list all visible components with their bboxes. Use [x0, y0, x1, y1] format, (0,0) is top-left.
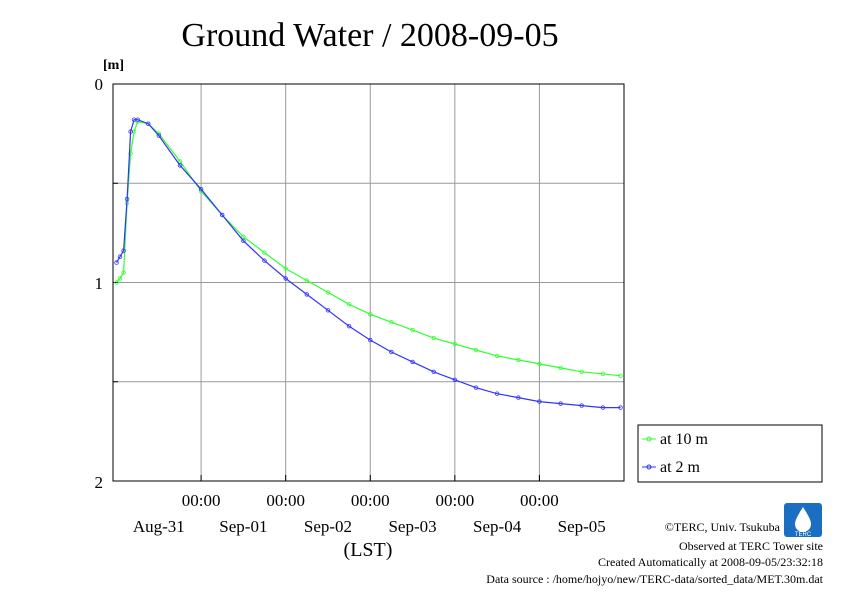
credit-text: ©TERC, Univ. Tsukuba — [665, 520, 781, 534]
series-point-1 — [304, 292, 309, 297]
series-point-0 — [262, 250, 267, 255]
grid-lines — [113, 84, 624, 481]
series-point-1 — [283, 276, 288, 281]
x-date-label: Sep-01 — [219, 517, 267, 536]
series-point-1 — [325, 308, 331, 313]
series-point-0 — [389, 320, 394, 325]
series-point-0 — [121, 270, 126, 275]
series-point-0 — [516, 357, 521, 363]
series-point-1 — [473, 385, 479, 390]
legend-marker-2m — [646, 464, 652, 470]
series-point-1 — [128, 129, 133, 134]
x-time-label: 00:00 — [351, 491, 390, 510]
y-tick-label: 2 — [95, 473, 104, 492]
series-point-0 — [494, 353, 500, 359]
series-point-1 — [262, 258, 267, 263]
series-point-0 — [431, 335, 436, 341]
series-point-1 — [494, 391, 500, 396]
series-point-1 — [241, 238, 246, 243]
legend-marker-10m — [646, 436, 652, 442]
series-point-1 — [177, 163, 183, 168]
series-point-0 — [128, 151, 133, 156]
series-point-1 — [600, 405, 606, 410]
series-layer — [114, 117, 623, 410]
series-line-1 — [115, 119, 621, 409]
legend-label-10m: at 10 m — [660, 431, 709, 448]
source-text: Data source : /home/hojyo/new/TERC-data/… — [486, 572, 823, 586]
series-point-1 — [145, 121, 151, 126]
x-date-label: Sep-04 — [473, 517, 522, 536]
series-point-0 — [473, 347, 479, 353]
series-point-0 — [558, 365, 563, 371]
series-point-1 — [346, 324, 352, 329]
y-tick-label: 0 — [95, 75, 104, 94]
y-axis: 0 1 2 — [95, 75, 104, 492]
water-drop-icon — [795, 507, 811, 532]
series-point-1 — [156, 133, 161, 138]
series-point-1 — [516, 395, 521, 400]
chart-title: Ground Water / 2008-09-05 — [181, 17, 558, 54]
series-line-0 — [116, 121, 621, 377]
series-point-0 — [114, 280, 119, 285]
series-point-1 — [114, 260, 119, 265]
series-point-1 — [431, 369, 436, 374]
series-point-1 — [124, 196, 130, 202]
series-point-1 — [537, 399, 542, 404]
series-point-1 — [135, 117, 140, 122]
x-axis-title: (LST) — [344, 539, 393, 561]
legend-label-2m: at 2 m — [660, 459, 701, 476]
series-point-0 — [283, 266, 288, 271]
series-point-1 — [558, 401, 563, 406]
observed-text: Observed at TERC Tower site — [679, 539, 823, 553]
x-date-label: Sep-03 — [388, 517, 436, 536]
x-time-label: 00:00 — [435, 491, 474, 510]
series-point-1 — [618, 405, 623, 410]
series-point-1 — [219, 212, 225, 218]
series-point-0 — [410, 327, 415, 333]
x-time-label: 00:00 — [182, 491, 221, 510]
series-point-0 — [618, 373, 623, 378]
y-tick-label: 1 — [95, 274, 104, 293]
legend-box — [637, 424, 823, 483]
series-point-0 — [368, 312, 373, 317]
logo-text: TERC — [795, 532, 812, 538]
series-point-0 — [325, 290, 331, 295]
series-point-0 — [346, 302, 352, 307]
legend: at 10 m at 2 m — [637, 424, 823, 483]
created-text: Created Automatically at 2008-09-05/23:3… — [598, 555, 823, 569]
x-axis: 00:00 00:00 00:00 00:00 00:00 Aug-31 Sep-01 Sep… — [113, 182, 606, 536]
x-date-label: Sep-05 — [558, 517, 606, 536]
series-point-1 — [579, 403, 584, 408]
series-point-1 — [389, 349, 394, 355]
series-point-0 — [579, 369, 584, 374]
x-date-label: Aug-31 — [133, 517, 185, 536]
series-point-0 — [452, 341, 457, 347]
series-point-1 — [410, 359, 415, 365]
series-point-0 — [304, 278, 309, 283]
series-point-0 — [117, 276, 123, 281]
series-point-0 — [600, 371, 606, 376]
x-date-label: Sep-02 — [304, 517, 352, 536]
series-point-1 — [121, 248, 126, 253]
x-time-label: 00:00 — [520, 491, 559, 510]
x-time-label: 00:00 — [266, 491, 305, 510]
y-axis-unit: [m] — [103, 58, 124, 73]
terc-logo: TERC — [784, 503, 822, 538]
series-point-0 — [537, 361, 542, 367]
series-point-1 — [368, 337, 373, 343]
series-point-1 — [117, 254, 123, 259]
series-point-1 — [198, 186, 204, 192]
series-point-1 — [452, 377, 457, 382]
